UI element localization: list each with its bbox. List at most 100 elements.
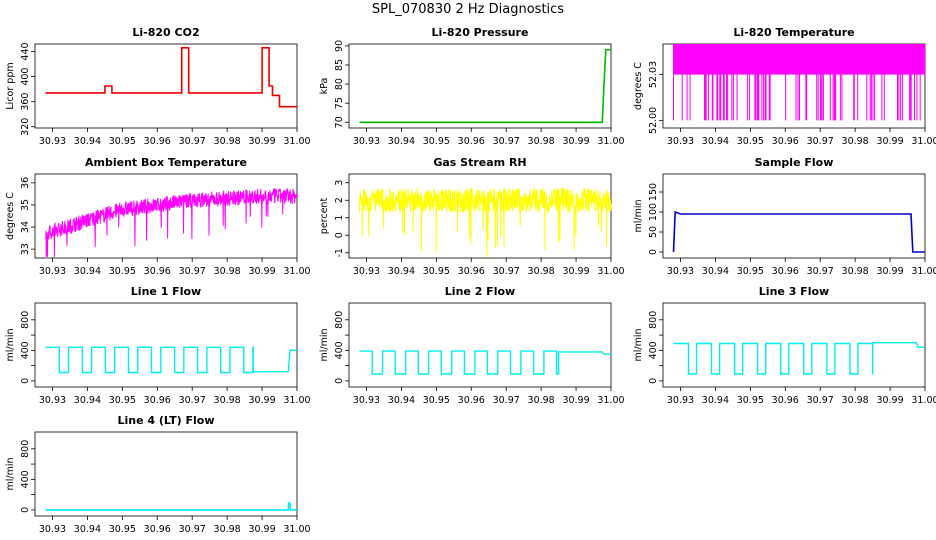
chart-title: Line 4 (LT) Flow	[118, 414, 215, 427]
x-tick-label: 30.96	[458, 266, 485, 277]
x-tick-label: 30.95	[737, 266, 764, 277]
plot-frame	[34, 173, 298, 259]
x-tick-label: 30.98	[214, 266, 241, 277]
y-tick-label: 70	[334, 116, 345, 128]
y-axis-label: ml/min	[633, 199, 644, 232]
x-tick-label: 30.98	[842, 395, 869, 406]
x-tick-label: 31.00	[911, 395, 936, 406]
y-tick-label: 360	[20, 93, 31, 111]
x-tick-label: 30.98	[214, 136, 241, 147]
x-tick-label: 30.94	[388, 395, 415, 406]
y-tick-label: 400	[20, 68, 31, 86]
x-tick-label: 30.93	[667, 395, 694, 406]
series-line	[45, 346, 297, 374]
x-tick-label: 30.99	[248, 524, 275, 535]
plot-frame	[34, 43, 298, 129]
y-tick-label: 90	[334, 40, 345, 52]
x-tick-label: 30.94	[74, 524, 101, 535]
chart-title: Sample Flow	[755, 156, 834, 169]
y-tick-label: 800	[20, 440, 31, 458]
chart-panel-9: Line 3 Flow 30.93 30.94 30.95 30.96 30.97 30.9…	[633, 285, 936, 406]
x-tick-label: 30.93	[353, 136, 380, 147]
plot-frame	[348, 302, 612, 388]
x-tick-label: 30.97	[493, 395, 520, 406]
x-tick-label: 30.97	[807, 136, 834, 147]
page-title: SPL_070830 2 Hz Diagnostics	[371, 2, 565, 17]
chart-panel-10: Line 4 (LT) Flow 30.93 30.94 30.95 30.96 30.9…	[5, 414, 311, 535]
x-tick-label: 30.94	[74, 395, 101, 406]
y-tick-label: 400	[648, 341, 659, 359]
x-tick-label: 30.94	[702, 266, 729, 277]
y-axis-label: degrees C	[5, 192, 16, 240]
plot-frame	[662, 302, 926, 388]
x-tick-label: 31.00	[283, 524, 310, 535]
x-tick-label: 30.97	[493, 266, 520, 277]
y-tick-label: 400	[334, 341, 345, 359]
x-tick-label: 30.94	[702, 136, 729, 147]
x-tick-label: 30.94	[388, 136, 415, 147]
series-line	[45, 188, 298, 257]
y-tick-label: 100	[648, 203, 659, 221]
chart-panel-4: Ambient Box Temperature 30.93 30.94 30.95 30…	[5, 156, 311, 277]
y-tick-label: 150	[648, 183, 659, 201]
y-tick-label: 3	[334, 180, 345, 186]
chart-title: Li-820 Pressure	[432, 26, 529, 39]
x-tick-label: 30.96	[144, 266, 171, 277]
x-tick-label: 30.97	[807, 266, 834, 277]
y-tick-label: 50	[648, 226, 659, 238]
x-tick-label: 30.93	[667, 266, 694, 277]
x-tick-label: 31.00	[283, 266, 310, 277]
y-axis-label: percent	[319, 198, 330, 235]
x-tick-label: 30.99	[248, 395, 275, 406]
x-tick-label: 30.95	[423, 136, 450, 147]
series-line	[45, 502, 297, 511]
x-tick-label: 30.94	[388, 266, 415, 277]
y-tick-label: 52.03	[648, 61, 659, 88]
x-tick-label: 30.95	[737, 136, 764, 147]
y-tick-label: 52.00	[648, 107, 659, 134]
y-tick-label: -1	[334, 248, 345, 257]
y-tick-label: 33	[20, 243, 31, 255]
x-tick-label: 30.95	[737, 395, 764, 406]
x-tick-label: 30.93	[353, 395, 380, 406]
y-tick-label: 34	[20, 221, 31, 233]
x-tick-label: 30.99	[562, 395, 589, 406]
y-axis-label: kPa	[319, 78, 330, 95]
chart-panel-7: Line 1 Flow 30.93 30.94 30.95 30.96 30.97 30.9…	[5, 285, 311, 406]
x-tick-label: 31.00	[911, 266, 936, 277]
x-tick-label: 30.97	[179, 524, 206, 535]
x-tick-label: 30.96	[458, 136, 485, 147]
y-tick-label: 0	[648, 378, 659, 384]
x-tick-label: 30.93	[39, 395, 66, 406]
y-tick-label: 75	[334, 97, 345, 109]
x-tick-label: 30.99	[248, 136, 275, 147]
y-tick-label: 85	[334, 59, 345, 71]
y-tick-label: 800	[334, 311, 345, 329]
x-tick-label: 30.99	[876, 395, 903, 406]
y-tick-label: 400	[20, 470, 31, 488]
x-tick-label: 30.96	[458, 395, 485, 406]
chart-title: Line 2 Flow	[445, 285, 515, 298]
y-tick-label: 36	[20, 177, 31, 189]
chart-panel-6: Sample Flow 30.93 30.94 30.95 30.96 30.97 30.9…	[633, 156, 936, 277]
y-tick-label: 320	[20, 118, 31, 136]
x-tick-label: 31.00	[597, 136, 624, 147]
y-tick-label: 35	[20, 199, 31, 211]
y-tick-label: 0	[334, 232, 345, 238]
x-tick-label: 30.98	[214, 524, 241, 535]
plot-frame	[348, 173, 612, 259]
x-tick-label: 31.00	[283, 395, 310, 406]
y-tick-label: 2	[334, 197, 345, 203]
y-tick-label: 0	[20, 378, 31, 384]
chart-title: Ambient Box Temperature	[85, 156, 247, 169]
x-tick-label: 30.98	[528, 395, 555, 406]
chart-panel-2: Li-820 Pressure 30.93 30.94 30.95 30.96 30.97…	[319, 26, 625, 147]
x-tick-label: 30.96	[772, 136, 799, 147]
chart-title: Gas Stream RH	[433, 156, 526, 169]
chart-title: Line 1 Flow	[131, 285, 201, 298]
chart-title: Line 3 Flow	[759, 285, 829, 298]
y-axis-label: ml/min	[319, 328, 330, 361]
x-tick-label: 31.00	[597, 395, 624, 406]
y-axis-label: ml/min	[5, 457, 16, 490]
x-tick-label: 30.95	[109, 266, 136, 277]
